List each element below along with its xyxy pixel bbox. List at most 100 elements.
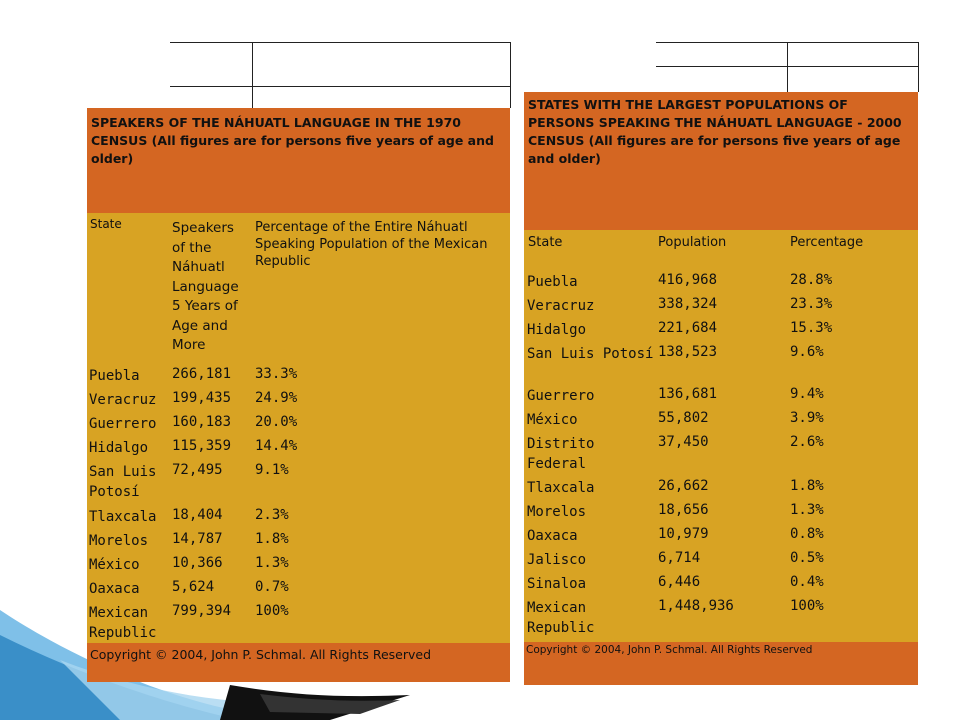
cell-value: 18,404 xyxy=(172,507,223,523)
cell-pct: 100% xyxy=(255,603,289,619)
table-row: Jalisco 6,714 0.5% xyxy=(524,550,918,573)
cell-pct: 20.0% xyxy=(255,414,298,430)
cell-state: Morelos xyxy=(89,533,149,549)
table-row: Oaxaca 5,624 0.7% xyxy=(87,579,510,602)
table-row: Tlaxcala 18,404 2.3% xyxy=(87,507,510,530)
cell-value: 199,435 xyxy=(172,390,232,406)
cell-pct: 15.3% xyxy=(790,320,833,336)
cell-state: Morelos xyxy=(527,504,587,520)
table-rows: Puebla 416,968 28.8% Veracruz 338,324 23.3% Hi… xyxy=(524,230,918,642)
copyright-block: Copyright © 2004, John P. Schmal. All Ri… xyxy=(524,642,918,685)
cell-value: 416,968 xyxy=(658,272,718,288)
table-row: México 55,802 3.9% xyxy=(524,410,918,433)
column-header-state: State xyxy=(90,217,122,231)
cell-value: 55,802 xyxy=(658,410,709,426)
cell-value: 10,366 xyxy=(172,555,223,571)
copyright-text: Copyright © 2004, John P. Schmal. All Ri… xyxy=(526,644,813,656)
table-row: Veracruz 338,324 23.3% xyxy=(524,296,918,319)
cell-pct: 33.3% xyxy=(255,366,298,382)
table-row: Oaxaca 10,979 0.8% xyxy=(524,526,918,549)
cell-pct: 9.1% xyxy=(255,462,289,478)
cell-state: Hidalgo xyxy=(89,440,149,456)
cell-pct: 23.3% xyxy=(790,296,833,312)
cell-state: Mexican Republic xyxy=(527,600,595,636)
table-row: México 10,366 1.3% xyxy=(87,555,510,578)
table-row: Tlaxcala 26,662 1.8% xyxy=(524,478,918,501)
grid-line xyxy=(918,42,919,92)
cell-value: 338,324 xyxy=(658,296,718,312)
cell-pct: 1.8% xyxy=(790,478,824,494)
column-header-speakers: Speakers of the Náhuatl Language 5 Years… xyxy=(172,220,239,353)
cell-pct: 28.8% xyxy=(790,272,833,288)
table-title: STATES WITH THE LARGEST POPULATIONS OF P… xyxy=(528,97,902,166)
cell-state: Oaxaca xyxy=(89,581,140,597)
decorative-swoosh xyxy=(0,610,410,720)
cell-state: México xyxy=(527,412,578,428)
cell-value: 6,446 xyxy=(658,574,701,590)
cell-value: 10,979 xyxy=(658,526,709,542)
table-row: Puebla 266,181 33.3% xyxy=(87,366,510,389)
cell-state: San Luis Potosí xyxy=(527,346,654,362)
cell-pct: 9.6% xyxy=(790,344,824,360)
table-row: Hidalgo 115,359 14.4% xyxy=(87,438,510,461)
cell-pct: 2.3% xyxy=(255,507,289,523)
cell-value: 266,181 xyxy=(172,366,232,382)
cell-pct: 14.4% xyxy=(255,438,298,454)
cell-value: 26,662 xyxy=(658,478,709,494)
cell-state: Jalisco xyxy=(527,552,587,568)
grid-line xyxy=(252,42,253,108)
cell-state: Mexican Republic xyxy=(89,605,157,641)
table-rows: Puebla 266,181 33.3% Veracruz 199,435 24.9% Gu… xyxy=(87,213,510,643)
table-row: Morelos 14,787 1.8% xyxy=(87,531,510,554)
cell-pct: 24.9% xyxy=(255,390,298,406)
cell-value: 1,448,936 xyxy=(658,598,734,614)
cell-pct: 1.3% xyxy=(790,502,824,518)
grid-line xyxy=(510,42,511,108)
cell-value: 5,624 xyxy=(172,579,215,595)
cell-value: 72,495 xyxy=(172,462,223,478)
cell-pct: 1.8% xyxy=(255,531,289,547)
column-header-percentage: Percentage xyxy=(790,235,864,250)
cell-value: 138,523 xyxy=(658,344,718,360)
grid-line xyxy=(170,86,510,87)
cell-pct: 100% xyxy=(790,598,824,614)
cell-state: Hidalgo xyxy=(527,322,587,338)
table-body: State Population Percentage Puebla 416,96… xyxy=(524,230,918,642)
table-row: Mexican Republic 799,394 100% xyxy=(87,603,510,645)
table-row: Veracruz 199,435 24.9% xyxy=(87,390,510,413)
cell-pct: 3.9% xyxy=(790,410,824,426)
grid-line xyxy=(170,42,510,43)
table-row: Hidalgo 221,684 15.3% xyxy=(524,320,918,343)
table-body: State Speakers of the Náhuatl Language 5… xyxy=(87,213,510,643)
cell-pct: 2.6% xyxy=(790,434,824,450)
table-row: Morelos 18,656 1.3% xyxy=(524,502,918,525)
cell-state: Tlaxcala xyxy=(527,480,595,496)
cell-value: 799,394 xyxy=(172,603,232,619)
cell-value: 37,450 xyxy=(658,434,709,450)
cell-value: 136,681 xyxy=(658,386,718,402)
copyright-text: Copyright © 2004, John P. Schmal. All Ri… xyxy=(90,647,432,662)
copyright-block: Copyright © 2004, John P. Schmal. All Ri… xyxy=(87,643,510,682)
table-title: SPEAKERS OF THE NÁHUATL LANGUAGE IN THE … xyxy=(91,115,494,166)
cell-state: Veracruz xyxy=(527,298,595,314)
cell-state: Veracruz xyxy=(89,392,157,408)
cell-state: San Luis Potosí xyxy=(89,464,157,500)
cell-state: Tlaxcala xyxy=(89,509,157,525)
cell-state: Puebla xyxy=(527,274,578,290)
table-row: Mexican Republic 1,448,936 100% xyxy=(524,598,918,640)
cell-value: 18,656 xyxy=(658,502,709,518)
cell-state: Guerrero xyxy=(527,388,595,404)
cell-value: 160,183 xyxy=(172,414,232,430)
cell-value: 6,714 xyxy=(658,550,701,566)
cell-state: México xyxy=(89,557,140,573)
column-header-population: Population xyxy=(658,235,727,250)
table-row: Guerrero 136,681 9.4% xyxy=(524,386,918,409)
grid-line xyxy=(787,42,788,92)
table-title-block: SPEAKERS OF THE NÁHUATL LANGUAGE IN THE … xyxy=(87,108,510,213)
table-row: San Luis Potosí 138,523 9.6% xyxy=(524,344,918,367)
table-1970: SPEAKERS OF THE NÁHUATL LANGUAGE IN THE … xyxy=(87,108,510,682)
cell-value: 14,787 xyxy=(172,531,223,547)
cell-state: Oaxaca xyxy=(527,528,578,544)
column-header-percentage: Percentage of the Entire Náhuatl Speakin… xyxy=(255,220,488,269)
table-row: Sinaloa 6,446 0.4% xyxy=(524,574,918,597)
